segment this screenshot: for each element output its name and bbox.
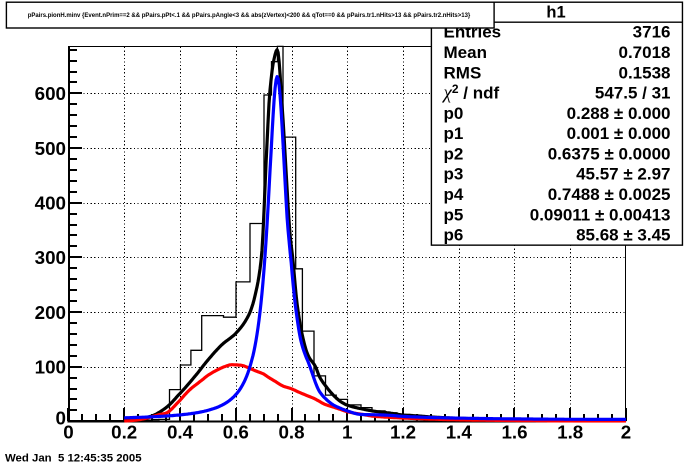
svg-text:p1: p1 [444,124,464,143]
svg-text:0: 0 [56,408,66,429]
svg-text:500: 500 [35,138,66,159]
svg-text:1: 1 [342,422,352,443]
svg-text:2: 2 [621,422,631,443]
svg-text:1.2: 1.2 [390,422,416,443]
svg-text:0.4: 0.4 [167,422,194,443]
svg-text:Wed Jan 5 12:45:35 2005: Wed Jan 5 12:45:35 2005 [5,452,142,464]
svg-text:0.1538: 0.1538 [619,63,671,82]
svg-text:p0: p0 [444,104,464,123]
svg-text:p2: p2 [444,144,464,163]
svg-text:0.09011 ± 0.00413: 0.09011 ± 0.00413 [530,205,671,224]
svg-text:200: 200 [35,302,66,323]
svg-text:0.8: 0.8 [278,422,304,443]
svg-text:Mean: Mean [444,43,487,62]
svg-text:0.7018: 0.7018 [619,43,671,62]
svg-text:85.68 ± 3.45: 85.68 ± 3.45 [576,226,670,245]
svg-text:100: 100 [35,357,66,378]
svg-text:300: 300 [35,247,66,268]
svg-text:0.2: 0.2 [111,422,137,443]
svg-text:0.001 ± 0.000: 0.001 ± 0.000 [567,124,671,143]
svg-text:h1: h1 [546,4,565,22]
svg-text:χ2 / ndf: χ2 / ndf [442,82,500,104]
svg-text:0: 0 [63,422,73,443]
svg-text:0.6375 ± 0.0000: 0.6375 ± 0.0000 [548,144,671,163]
svg-text:0.7488 ± 0.0025: 0.7488 ± 0.0025 [548,185,671,204]
svg-text:600: 600 [35,83,66,104]
svg-text:1.6: 1.6 [501,422,527,443]
svg-text:pPairs.pionH.minv {Event.nPrim: pPairs.pionH.minv {Event.nPrim==2 && pPa… [28,13,471,19]
svg-text:0.288 ± 0.000: 0.288 ± 0.000 [567,104,671,123]
svg-text:3716: 3716 [633,23,671,42]
svg-text:547.5 / 31: 547.5 / 31 [595,84,671,103]
svg-text:p5: p5 [444,205,464,224]
svg-text:45.57 ± 2.97: 45.57 ± 2.97 [576,165,670,184]
svg-text:p6: p6 [444,226,464,245]
svg-text:1.8: 1.8 [557,422,583,443]
svg-text:0.6: 0.6 [223,422,249,443]
svg-text:1.4: 1.4 [446,422,473,443]
svg-text:p3: p3 [444,165,464,184]
svg-text:RMS: RMS [444,63,482,82]
svg-text:p4: p4 [444,185,464,204]
svg-text:400: 400 [35,193,66,214]
